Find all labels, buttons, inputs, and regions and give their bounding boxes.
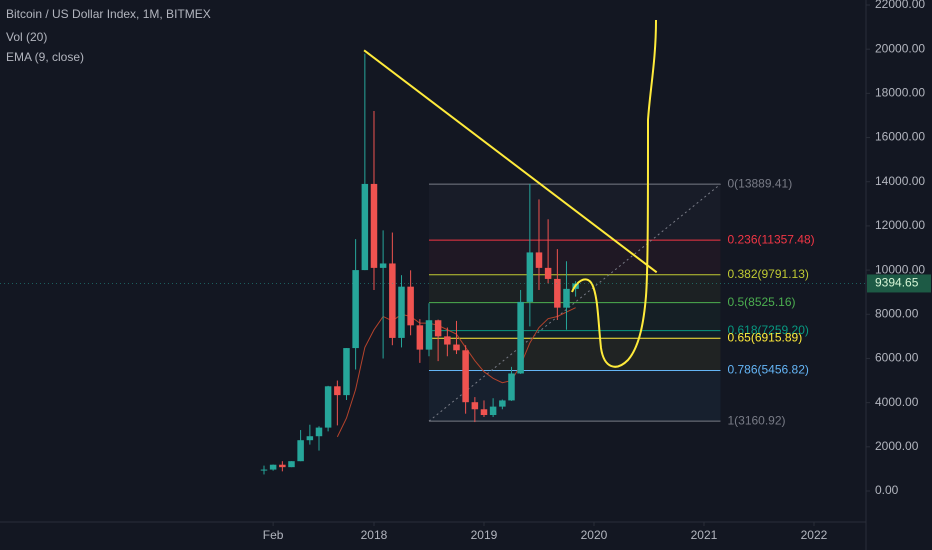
candle-body [563, 288, 570, 308]
fib-zone [428, 240, 721, 275]
fib-zone [428, 302, 721, 331]
candle-body [288, 461, 295, 468]
fib-label: 0.618(7259.20) [727, 323, 808, 337]
candle-body [315, 427, 323, 437]
fib-zone [428, 184, 721, 241]
candle-body [554, 278, 561, 308]
y-tick-label: 14000.00 [875, 174, 925, 188]
freehand-drawing [571, 19, 657, 368]
y-tick-label: 8000.00 [875, 306, 919, 320]
candle-body [489, 406, 497, 416]
candle-body [535, 252, 543, 268]
fib-label: 0(13889.41) [727, 176, 792, 190]
candle-body [526, 252, 534, 302]
fib-label: 1(3160.92) [727, 413, 785, 427]
x-tick-label: 2021 [691, 528, 718, 542]
candle-body [352, 270, 359, 349]
candle-body [508, 373, 515, 401]
candle-body [269, 464, 277, 470]
y-tick-label: 16000.00 [875, 130, 925, 144]
candle-body [471, 402, 479, 410]
x-tick-label: 2018 [361, 528, 388, 542]
fib-zone [428, 370, 721, 422]
candle-body [453, 344, 460, 351]
candle-body [407, 286, 414, 326]
last-price-box [867, 274, 931, 293]
candle-body [379, 263, 387, 268]
candle-body [416, 325, 424, 350]
candle-body [480, 409, 488, 416]
fib-zone [428, 330, 721, 339]
candle-body [544, 267, 552, 279]
fib-layer: 0(13889.41) 0.236(11357.48) 0.382(9791.13)… [428, 176, 815, 427]
last-price-label: 9394.65 [875, 276, 919, 290]
fib-label: 0.382(9791.13) [727, 267, 808, 281]
x-tick-label: 2019 [471, 528, 498, 542]
candle-body [334, 386, 341, 396]
candle-body [398, 286, 405, 338]
fib-label: 0.786(5456.82) [727, 363, 808, 377]
y-tick-label: 0.00 [875, 483, 899, 497]
candle-body [389, 263, 396, 338]
y-tick-label: 6000.00 [875, 351, 919, 365]
trend-line [363, 49, 658, 274]
x-tick-label: 2022 [801, 528, 828, 542]
candle-body [499, 400, 506, 407]
candle-body [306, 436, 314, 441]
main-layer [260, 49, 658, 475]
fib-label: 0.65(6915.89) [727, 330, 802, 344]
candle-body [370, 183, 378, 268]
candle-body [343, 348, 350, 396]
candle-body [444, 336, 451, 345]
candle-body [297, 440, 304, 462]
y-tick-label: 10000.00 [875, 262, 925, 276]
chart-title: Bitcoin / US Dollar Index, 1M, BITMEX [6, 7, 211, 21]
fib-label: 0.5(8525.16) [727, 295, 795, 309]
x-tick-label: 2020 [581, 528, 608, 542]
y-tick-label: 20000.00 [875, 41, 925, 55]
candle-body [462, 350, 469, 403]
candle-body [434, 320, 442, 337]
candle-body [324, 386, 332, 428]
fib-zone [428, 338, 721, 371]
x-tick-label: Feb [263, 528, 284, 542]
candle-body [279, 464, 286, 468]
y-tick-label: 12000.00 [875, 218, 925, 232]
y-tick-label: 4000.00 [875, 395, 919, 409]
indicator-label: EMA (9, close) [6, 50, 84, 64]
candle-body [517, 301, 524, 374]
y-tick-label: 2000.00 [875, 439, 919, 453]
candle-body [425, 320, 433, 350]
y-tick-label: 22000.00 [875, 0, 925, 11]
candle-body [361, 183, 369, 271]
y-tick-label: 18000.00 [875, 86, 925, 100]
fib-label: 0.236(11357.48) [727, 232, 814, 246]
indicator-label: Vol (20) [6, 30, 47, 44]
candle-body [260, 469, 268, 471]
